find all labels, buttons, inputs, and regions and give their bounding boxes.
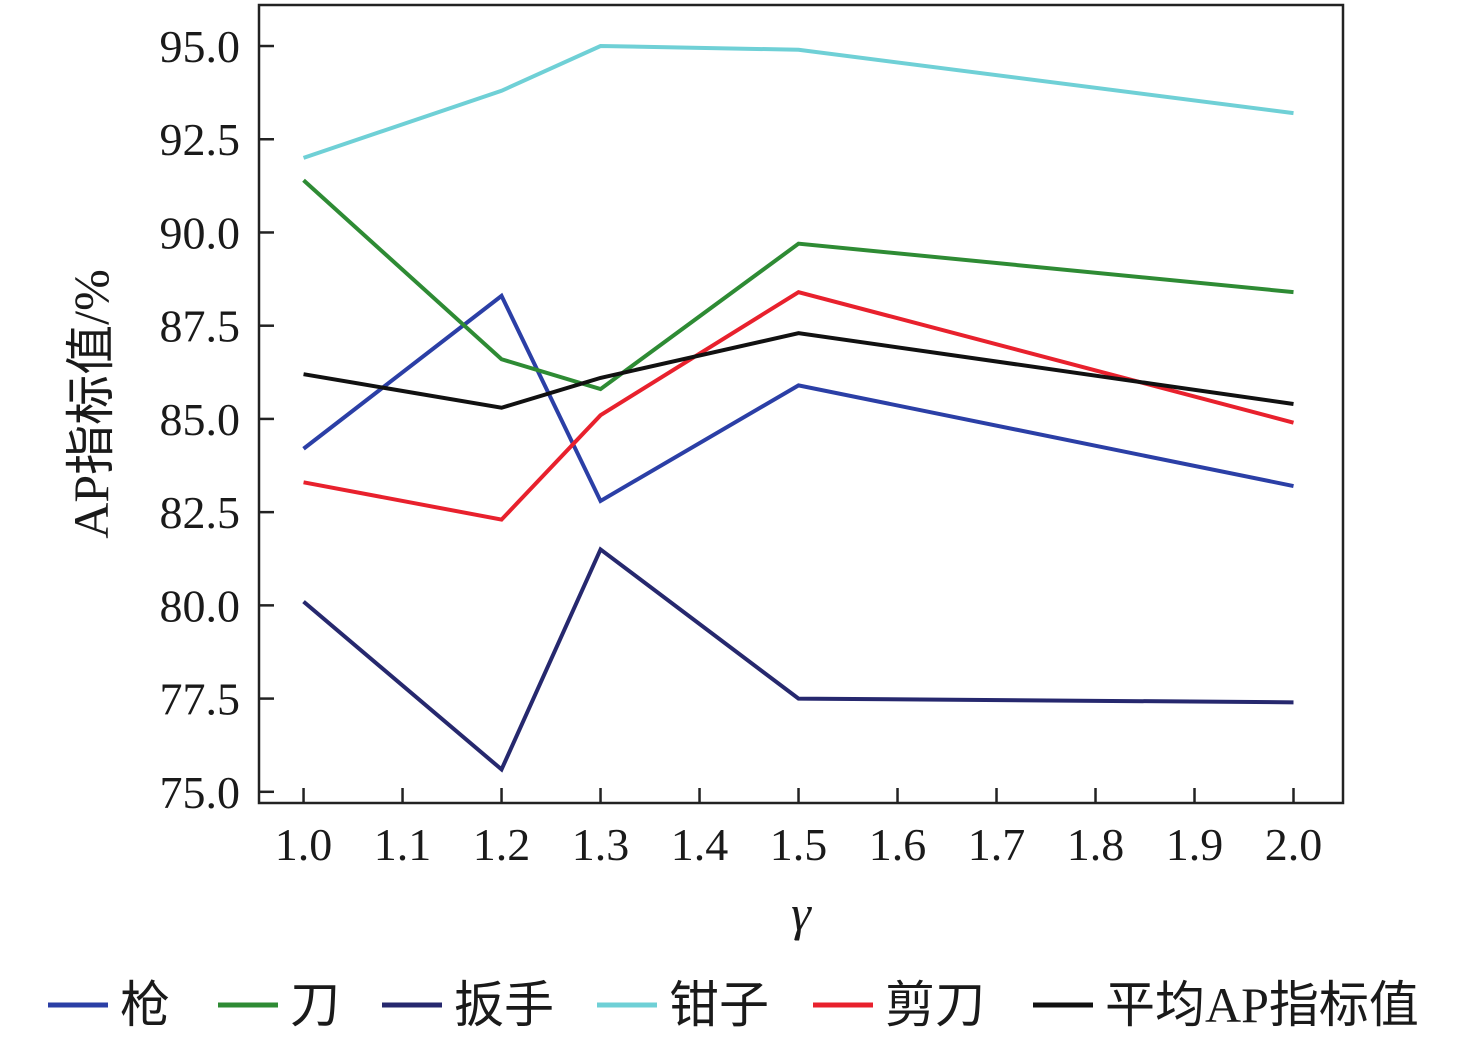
- legend-label: 枪: [120, 977, 170, 1033]
- x-tick-label: 1.6: [869, 819, 927, 870]
- y-axis-title: AP指标值/%: [63, 269, 119, 538]
- x-tick-label: 1.5: [770, 819, 828, 870]
- x-tick-label: 1.8: [1067, 819, 1125, 870]
- legend-label: 剪刀: [885, 977, 985, 1033]
- x-tick-label: 1.7: [968, 819, 1026, 870]
- y-tick-label: 75.0: [160, 767, 241, 818]
- plot-frame: [257, 3, 1345, 805]
- y-tick-label: 95.0: [160, 21, 241, 72]
- x-tick-label: 1.9: [1166, 819, 1224, 870]
- x-tick-label: 1.2: [473, 819, 531, 870]
- series-layer: [302, 44, 1295, 773]
- y-tick-label: 90.0: [160, 207, 241, 258]
- y-tick-label: 87.5: [160, 301, 241, 352]
- y-tick-label: 77.5: [160, 674, 241, 725]
- x-tick-label: 1.1: [374, 819, 432, 870]
- legend-label: 平均AP指标值: [1105, 977, 1419, 1033]
- legend-label: 刀: [290, 977, 340, 1033]
- x-axis: 1.0 1.1 1.2 1.3 1.4 1.5 1.6 1.7 1.8 1.9 2.0: [275, 788, 1322, 870]
- series-line-2: [302, 546, 1294, 773]
- y-tick-label: 82.5: [160, 487, 241, 538]
- legend: 枪 刀 扳手 钳子 剪刀 平均AP指标值: [48, 977, 1419, 1033]
- series-line-0: [302, 292, 1294, 504]
- y-tick-label: 80.0: [160, 580, 241, 631]
- y-axis: 75.0 77.5 80.0 82.5 85.0 87.5 90.0 92.5 95.0: [160, 21, 274, 818]
- x-tick-label: 1.4: [671, 819, 729, 870]
- series-line-3: [302, 44, 1294, 160]
- x-tick-label: 2.0: [1265, 819, 1323, 870]
- x-tick-label: 1.3: [572, 819, 630, 870]
- x-tick-label: 1.0: [275, 819, 333, 870]
- series-line-5: [303, 331, 1294, 410]
- y-tick-label: 85.0: [160, 394, 241, 445]
- legend-label: 扳手: [454, 977, 554, 1033]
- y-tick-label: 92.5: [160, 114, 241, 165]
- series-line-4: [303, 289, 1295, 522]
- x-axis-title: γ: [791, 885, 812, 941]
- legend-label: 钳子: [669, 977, 769, 1033]
- series-line-1: [302, 178, 1294, 392]
